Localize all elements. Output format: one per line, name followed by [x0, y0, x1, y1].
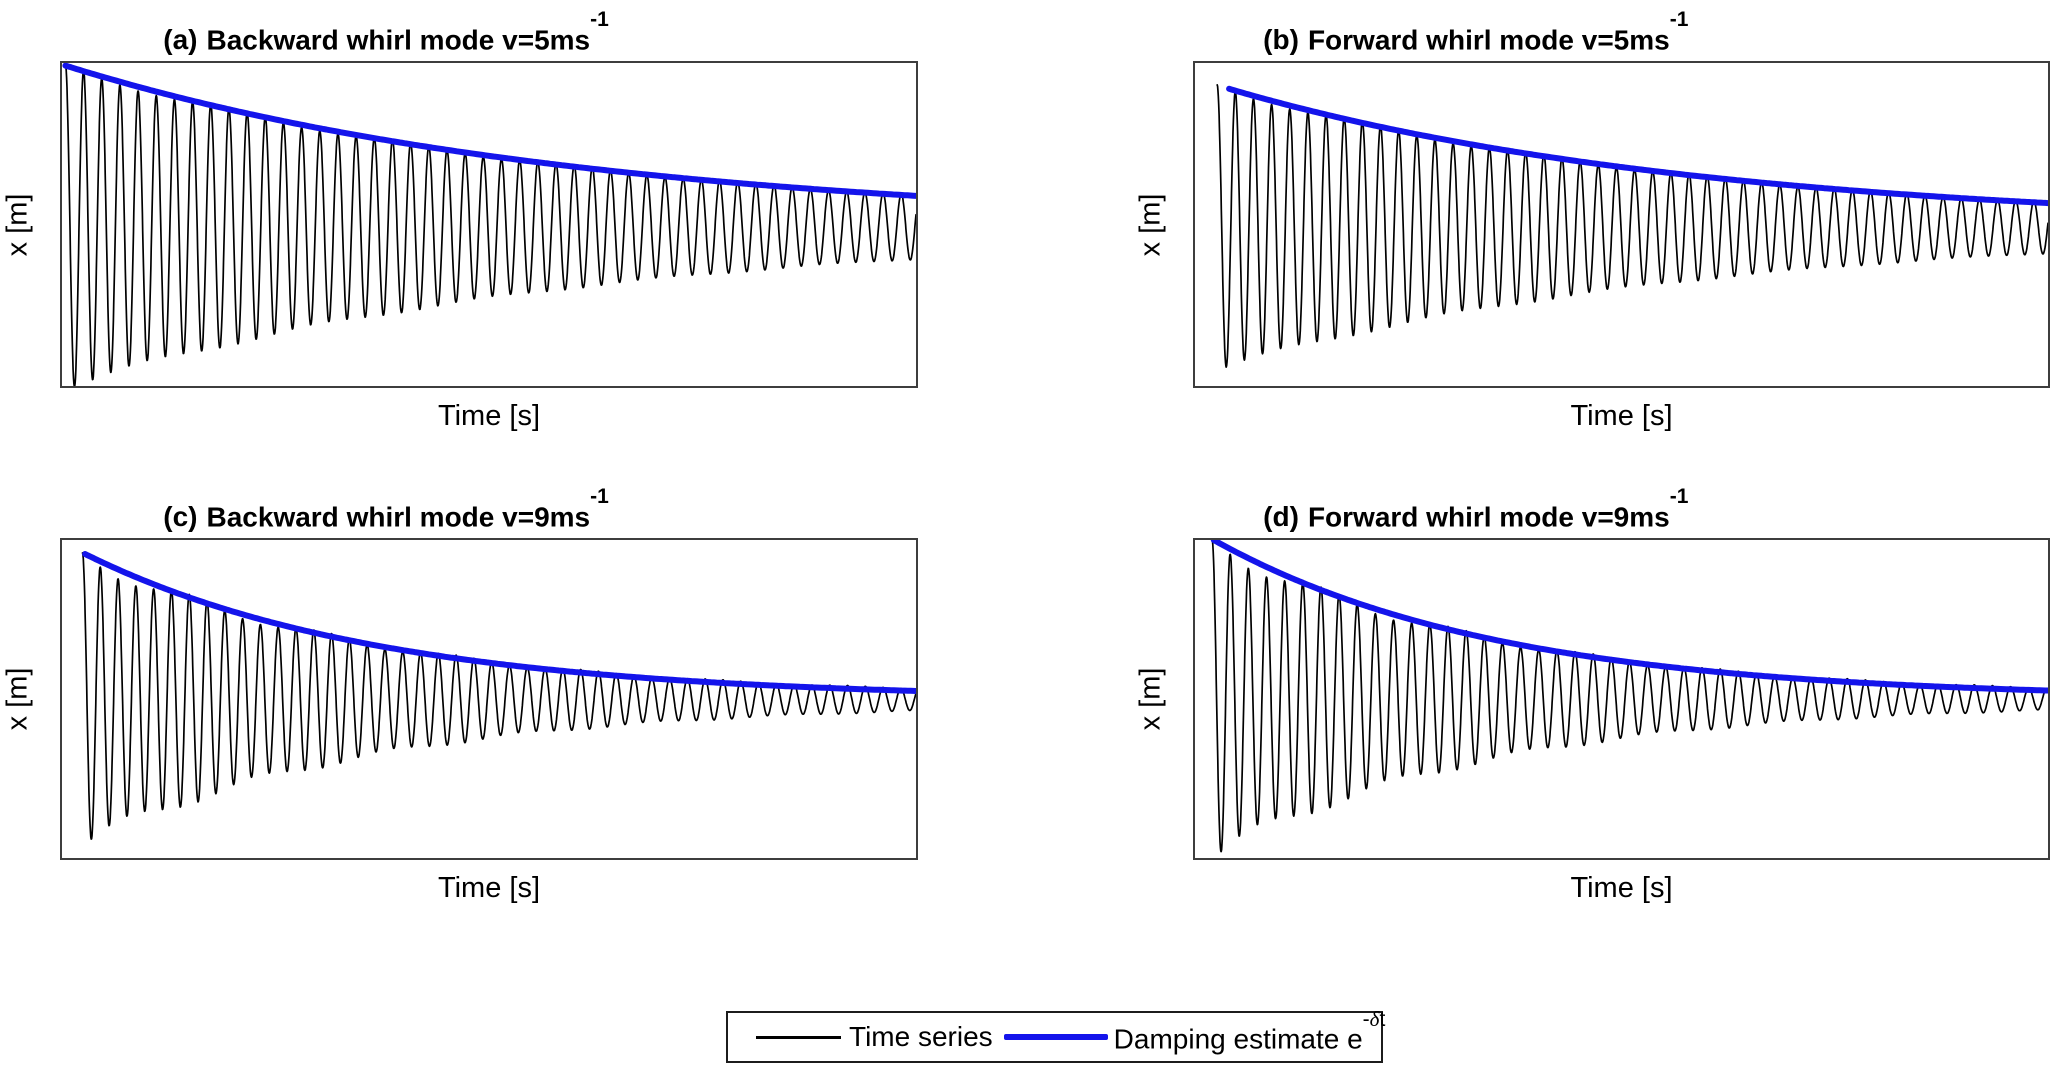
subplot-b: (b) Forward whirl mode v=5ms-1 x [m] Time…	[1135, 8, 2050, 432]
legend-time-series-label: Time series	[849, 1021, 993, 1052]
subplot-c-y-axis-label: x [m]	[1, 667, 34, 731]
subplot-d-waveform-svg	[1210, 540, 2048, 853]
subplot-b-title-text: Forward whirl mode v=5ms	[1307, 24, 1670, 56]
legend-damping-estimate-text: Damping estimate e	[1113, 1023, 1363, 1055]
subplot-c-title-text: Backward whirl mode v=9ms	[206, 501, 591, 533]
subplot-d-plot-area	[1193, 538, 2050, 860]
subplot-b-title-prefix: (b)	[1263, 24, 1299, 56]
subplot-d-x-axis-label: Time [s]	[1570, 872, 1673, 904]
legend-damping-estimate-line-swatch	[1003, 1034, 1108, 1040]
legend-damping-estimate-superscript: -δt	[1362, 1006, 1386, 1031]
subplot-a-plot-area	[60, 61, 918, 388]
subplot-d-title: (d) Forward whirl mode v=9ms-1	[1263, 485, 1688, 533]
subplot-d-title-superscript: -1	[1669, 484, 1689, 508]
legend: Time series Damping estimate e-δt	[726, 1007, 1386, 1063]
subplot-a-waveform-svg	[62, 63, 916, 386]
subplot-a-title-prefix: (a)	[163, 24, 198, 56]
subplot-a-y-axis-label: x [m]	[1, 193, 34, 256]
legend-sup-t: t	[1379, 1007, 1386, 1031]
subplot-d-y-axis-label: x [m]	[1134, 667, 1167, 731]
subplot-b-waveform-svg	[1216, 84, 2048, 368]
legend-time-series-line-swatch	[756, 1035, 841, 1039]
subplot-c: (c) Backward whirl mode v=9ms-1 x [m] Tim…	[2, 485, 918, 904]
subplot-a: (a) Backward whirl mode v=5ms-1 x [m] Tim…	[2, 8, 918, 432]
subplot-a-title-superscript: -1	[590, 7, 609, 31]
subplot-a-title: (a) Backward whirl mode v=5ms-1	[163, 8, 609, 56]
subplot-d: (d) Forward whirl mode v=9ms-1 x [m] Time…	[1135, 485, 2050, 904]
subplot-d-title-text: Forward whirl mode v=9ms	[1307, 501, 1670, 533]
subplot-b-title-superscript: -1	[1669, 7, 1689, 31]
subplot-a-x-axis-label: Time [s]	[437, 400, 541, 432]
legend-sup-minus: -	[1362, 1007, 1370, 1031]
subplot-c-title: (c) Backward whirl mode v=9ms-1	[163, 485, 609, 533]
subplot-a-title-text: Backward whirl mode v=5ms	[206, 24, 591, 56]
subplot-c-waveform-svg	[81, 551, 916, 840]
subplot-b-plot-area	[1193, 61, 2050, 388]
subplot-b-x-axis-label: Time [s]	[1570, 400, 1673, 432]
subplot-b-y-axis-label: x [m]	[1134, 193, 1167, 256]
subplot-d-title-prefix: (d)	[1263, 501, 1299, 533]
legend-sup-delta: δ	[1369, 1006, 1380, 1031]
subplot-c-plot-area	[60, 538, 918, 860]
legend-damping-estimate-label: Damping estimate e-δt	[1113, 1007, 1386, 1055]
subplot-c-title-superscript: -1	[590, 484, 609, 508]
subplot-b-title: (b) Forward whirl mode v=5ms-1	[1263, 8, 1688, 56]
subplot-c-title-prefix: (c)	[163, 501, 198, 533]
subplot-c-x-axis-label: Time [s]	[437, 872, 541, 904]
